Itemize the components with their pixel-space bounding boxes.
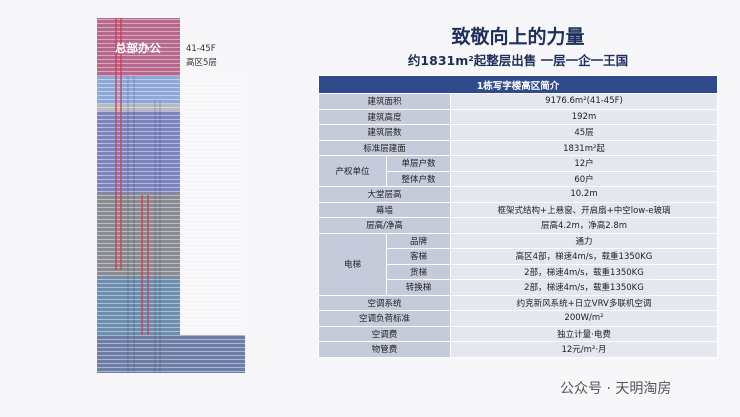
row-label: 建筑高度	[318, 108, 451, 125]
row-value: 12户	[450, 155, 718, 172]
row-value: 2部，梯速4m/s，载重1350KG	[450, 279, 718, 296]
row-value: 2部，梯速4m/s，载重1350KG	[450, 263, 718, 280]
row-label: 建筑面积	[318, 93, 451, 110]
row-value: 192m	[450, 108, 718, 125]
row-label: 电梯	[318, 232, 387, 296]
table-row: 建筑高度 192m	[318, 108, 718, 125]
table-caption: 1栋写字楼高区简介	[318, 75, 718, 94]
floor-lines	[97, 76, 245, 373]
row-label: 空调负荷标准	[318, 310, 451, 327]
subtitle: 约1831m²起整层出售 一层一企一王国	[407, 53, 629, 68]
table-row: 整体户数 60户	[319, 170, 718, 187]
table-row: 大堂层高 10.2m	[318, 186, 718, 203]
row-value: 独立计量·电费	[450, 325, 718, 342]
row-value: 层高4.2m，净高2.8m	[450, 217, 718, 234]
zone-label: 高区5层	[186, 58, 217, 68]
row-value: 45层	[450, 124, 718, 141]
core-lines	[115, 18, 149, 335]
table-row: 标准层建面 1831m²起	[318, 139, 718, 156]
table-row: 空调系统 约克新风系统+日立VRV多联机空调	[318, 294, 718, 311]
table-row: 空调费 独立计量·电费	[318, 325, 718, 342]
row-label: 空调系统	[318, 294, 451, 311]
row-label: 大堂层高	[318, 186, 451, 203]
building-diagram: 总部办公	[97, 18, 245, 373]
table-row: 幕墙 框架式结构+上悬窗、开启扇+中空low-e玻璃	[318, 201, 718, 218]
row-label: 幕墙	[318, 201, 451, 218]
table-row: 转换梯 2部，梯速4m/s，载重1350KG	[319, 279, 718, 296]
table-row: 建筑层数 45层	[318, 124, 718, 141]
table-header: 1栋写字楼高区简介	[318, 75, 718, 94]
row-label: 单层户数	[386, 155, 451, 172]
row-label: 整体户数	[386, 170, 451, 187]
row-label: 物管费	[318, 341, 451, 358]
row-value: 60户	[450, 170, 718, 187]
row-label: 建筑层数	[318, 124, 451, 141]
row-label: 转换梯	[386, 279, 451, 296]
row-value: 9176.6m²(41-45F)	[450, 93, 718, 110]
row-value: 1831m²起	[450, 139, 718, 156]
row-value: 12元/m²·月	[450, 341, 718, 358]
spec-table: 1栋写字楼高区简介 建筑面积 9176.6m²(41-45F) 建筑高度 192m 建筑…	[318, 75, 718, 358]
table-row: 空调负荷标准 200W/m²	[318, 310, 718, 327]
hq-label: 总部办公	[115, 41, 161, 55]
row-value: 约克新风系统+日立VRV多联机空调	[450, 294, 718, 311]
row-label: 产权单位	[318, 155, 387, 187]
row-label: 客梯	[386, 248, 451, 265]
floor-range: 41-45F	[186, 44, 216, 54]
title: 致敬向上的力量	[451, 26, 585, 48]
watermark: 公众号 · 天明淘房	[560, 381, 672, 397]
row-value: 10.2m	[450, 186, 718, 203]
table-row: 建筑面积 9176.6m²(41-45F)	[318, 93, 718, 110]
row-label: 标准层建面	[318, 139, 451, 156]
row-label: 空调费	[318, 325, 451, 342]
row-value: 200W/m²	[450, 310, 718, 327]
table-row: 层高/净高 层高4.2m，净高2.8m	[318, 217, 718, 234]
table-row: 货梯 2部，梯速4m/s，载重1350KG	[319, 263, 718, 280]
table-row: 产权单位 单层户数 12户	[318, 155, 718, 187]
hq-lines	[97, 18, 180, 76]
row-label: 货梯	[386, 263, 451, 280]
row-value: 高区4部，梯速4m/s，载重1350KG	[450, 248, 718, 265]
table-row: 物管费 12元/m²·月	[318, 341, 718, 358]
row-label: 品牌	[386, 232, 451, 249]
row-value: 框架式结构+上悬窗、开启扇+中空low-e玻璃	[450, 201, 718, 218]
row-value: 通力	[450, 232, 718, 249]
shaft-lines	[127, 76, 161, 373]
table-row: 电梯 品牌 通力	[318, 232, 718, 296]
row-label: 层高/净高	[318, 217, 451, 234]
